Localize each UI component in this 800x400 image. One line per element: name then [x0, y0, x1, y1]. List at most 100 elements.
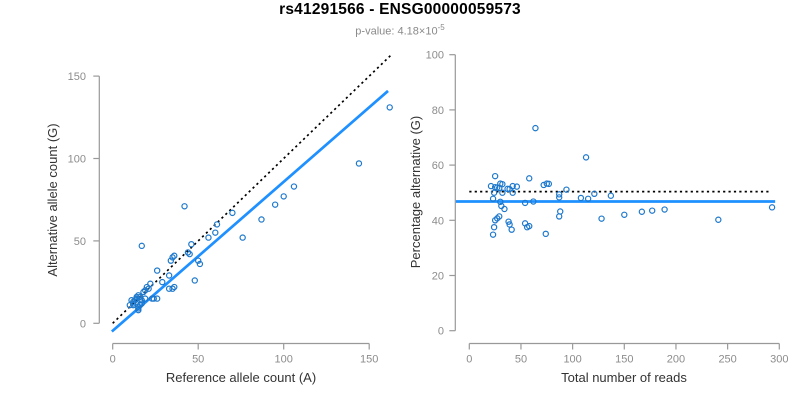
data-point [153, 295, 161, 302]
data-point [150, 295, 157, 302]
data-point [489, 231, 497, 238]
data-point [489, 195, 497, 202]
y-tick-label: 20 [432, 271, 444, 283]
data-point [607, 192, 615, 199]
data-point [555, 191, 563, 198]
data-point [582, 154, 590, 161]
data-point [169, 254, 176, 261]
data-point [159, 278, 166, 286]
data-point [506, 221, 513, 228]
data-point [141, 287, 149, 294]
x-tick-label: 0 [466, 354, 472, 366]
data-point [487, 182, 495, 190]
data-point [557, 208, 564, 215]
data-point [140, 288, 147, 296]
data-point [490, 223, 498, 231]
data-point [542, 230, 549, 238]
data-point [169, 285, 176, 292]
data-point [147, 280, 154, 287]
data-point [196, 260, 204, 268]
data-point [506, 185, 513, 193]
data-point [563, 186, 570, 193]
data-point [661, 206, 668, 213]
x-tick-label: 50 [515, 354, 527, 366]
right-plot: 0 50 100 150 200 250 300 0 20 40 60 80 100 Total numb… [408, 50, 788, 385]
y-tick-label: 0 [438, 326, 444, 338]
data-point [171, 283, 178, 291]
data-point [621, 211, 628, 218]
data-point [184, 249, 192, 256]
y-tick-label: 150 [68, 71, 86, 83]
x-tick-label: 0 [110, 354, 116, 366]
data-point [577, 194, 585, 202]
data-point [768, 204, 776, 211]
figure-subtitle: p-value: 4.18×10-5 [0, 23, 800, 38]
data-point [526, 222, 533, 230]
data-point [135, 303, 142, 311]
data-point [545, 180, 553, 188]
data-point [490, 189, 498, 196]
y-tick-label: 100 [68, 154, 86, 166]
data-point [258, 216, 265, 223]
data-point [530, 198, 537, 205]
data-point [194, 257, 202, 264]
data-point [497, 198, 504, 206]
identity-line [112, 54, 393, 324]
x-axis-title: Total number of reads [561, 370, 687, 385]
data-point [128, 297, 135, 304]
y-tick-label: 60 [432, 160, 444, 172]
data-point [136, 301, 144, 309]
y-tick-label: 40 [432, 215, 444, 227]
data-point [526, 175, 533, 182]
figure-title: rs41291566 - ENSG00000059573 [279, 1, 521, 18]
data-point [591, 190, 598, 198]
data-point [496, 184, 503, 192]
data-point [280, 193, 287, 200]
data-point [165, 272, 173, 279]
data-point [229, 209, 236, 217]
data-point [509, 189, 516, 196]
data-point [501, 205, 508, 213]
data-point [499, 180, 506, 188]
data-point [386, 104, 393, 111]
data-point [181, 203, 188, 210]
data-point [167, 257, 175, 264]
data-point [186, 250, 193, 258]
data-point [213, 221, 221, 228]
x-tick-label: 200 [667, 354, 685, 366]
y-tick-label: 50 [74, 236, 86, 248]
data-point [205, 234, 212, 241]
y-tick-label: 100 [426, 50, 444, 62]
data-point [648, 207, 656, 214]
data-point [290, 183, 298, 190]
x-tick-label: 50 [192, 354, 204, 366]
y-axis-title: Percentage alternative (G) [408, 116, 423, 268]
data-point [239, 234, 246, 241]
fit-line [110, 89, 389, 333]
data-point [355, 160, 363, 167]
x-tick-label: 250 [718, 354, 736, 366]
data-point [141, 295, 149, 302]
data-point [138, 300, 145, 307]
data-point [188, 240, 195, 248]
x-axis-title: Reference allele count (A) [166, 370, 316, 385]
data-point [598, 215, 605, 222]
data-point [532, 124, 539, 132]
x-tick-label: 100 [563, 354, 581, 366]
data-point [191, 277, 198, 284]
data-point [271, 201, 279, 208]
left-plot: 0 50 100 150 0 50 100 150 Reference allele count… [45, 54, 393, 385]
data-point [138, 242, 145, 250]
data-point [513, 183, 521, 190]
data-point [555, 194, 563, 201]
data-point [130, 298, 137, 306]
data-point [508, 226, 515, 233]
x-tick-label: 300 [770, 354, 788, 366]
data-point [153, 267, 161, 274]
data-point [499, 189, 506, 196]
y-axis-title: Alternative allele count (G) [45, 123, 60, 276]
data-point [584, 195, 592, 202]
y-tick-label: 80 [432, 105, 444, 117]
